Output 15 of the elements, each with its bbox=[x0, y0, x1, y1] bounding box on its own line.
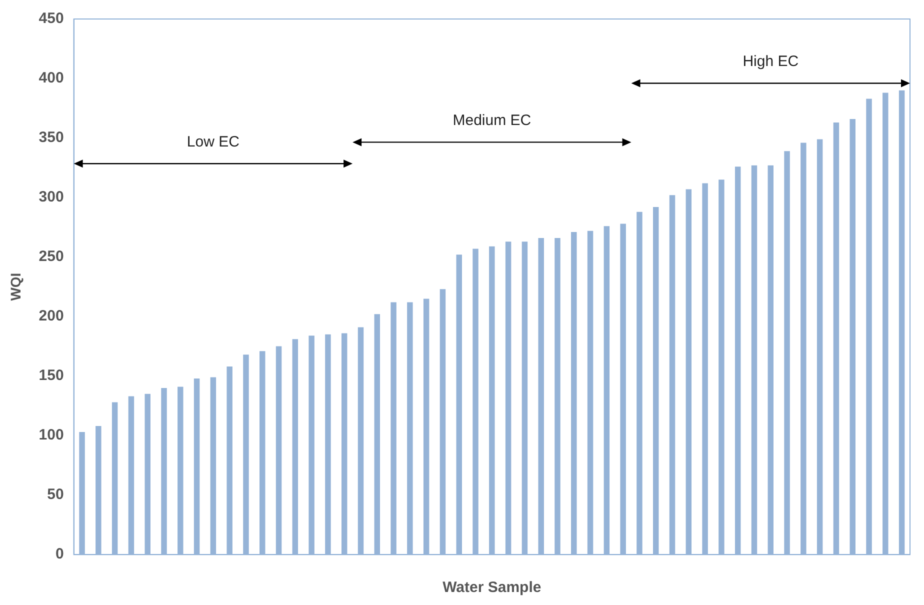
y-tick-label: 350 bbox=[38, 129, 64, 146]
y-tick-label: 150 bbox=[38, 367, 64, 384]
annotation: Low EC bbox=[186, 133, 240, 150]
y-tick-label: 100 bbox=[38, 426, 64, 444]
y-tick-label: 50 bbox=[47, 486, 64, 504]
annotation: Medium EC bbox=[452, 112, 532, 129]
annotation: High EC bbox=[742, 52, 799, 70]
y-axis-title: WQI bbox=[7, 272, 24, 301]
x-axis-title: Water Sample bbox=[442, 579, 542, 596]
y-tick-label: 400 bbox=[38, 70, 64, 87]
y-tick-label: 0 bbox=[55, 546, 64, 563]
y-tick-label: 450 bbox=[38, 10, 64, 28]
y-tick-label: 250 bbox=[38, 248, 64, 266]
y-tick-label: 300 bbox=[38, 188, 64, 206]
y-tick-label: 200 bbox=[38, 308, 64, 325]
